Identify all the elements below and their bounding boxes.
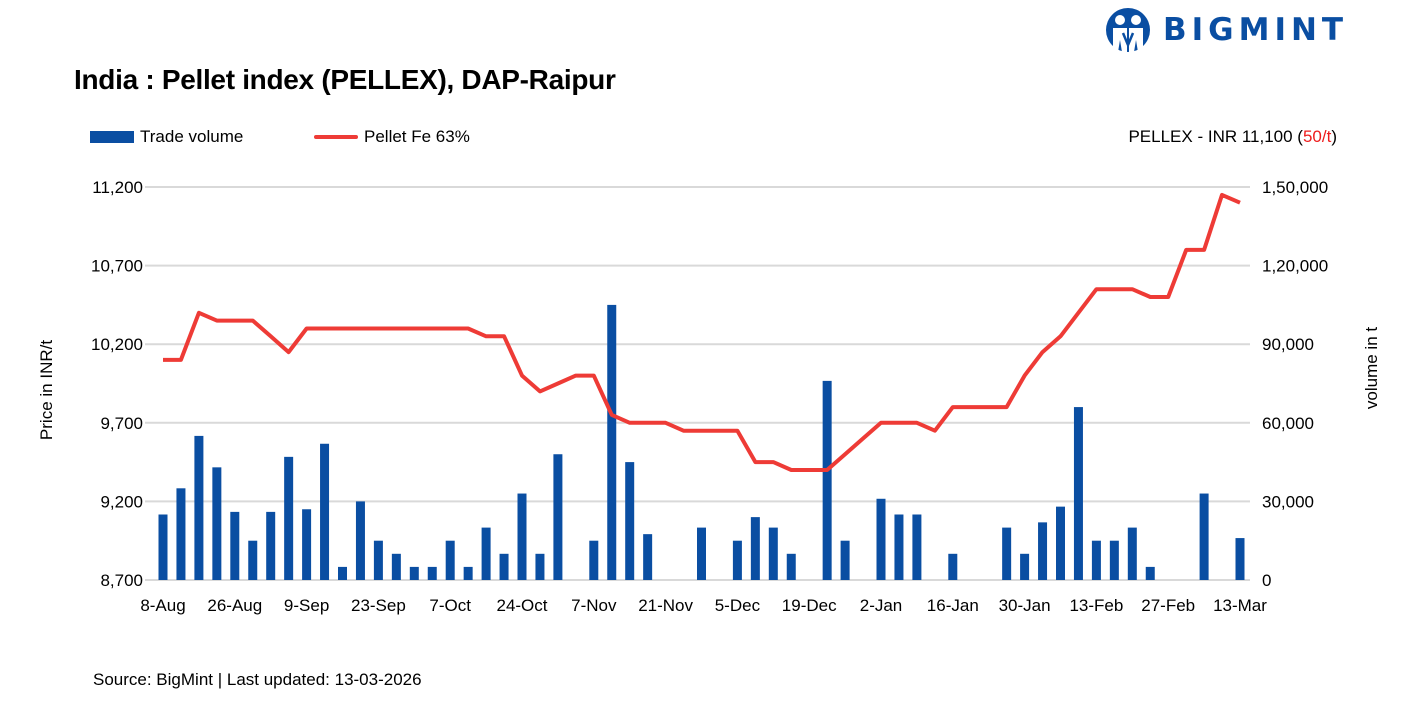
bar-trade-volume: [1038, 522, 1048, 580]
x-tick-label: 13-Feb: [1069, 596, 1123, 615]
bar-trade-volume: [230, 511, 240, 580]
bar-trade-volume: [1056, 506, 1065, 580]
bar-trade-volume: [266, 511, 276, 580]
bar-trade-volume: [786, 553, 796, 580]
bar-trade-volume: [1127, 527, 1137, 580]
bar-trade-volume: [894, 514, 904, 580]
y-right-tick-label: 60,000: [1262, 414, 1314, 433]
source-note: Source: BigMint | Last updated: 13-03-20…: [93, 670, 422, 689]
x-tick-label: 26-Aug: [207, 596, 262, 615]
bar-trade-volume: [427, 566, 437, 580]
index-note-value: PELLEX - INR 11,100 (: [1128, 127, 1303, 146]
bar-trade-volume: [840, 540, 850, 580]
bar-trade-volume: [607, 304, 617, 580]
chart-title: India : Pellet index (PELLEX), DAP-Raipu…: [74, 64, 616, 95]
bar-trade-volume: [876, 498, 886, 580]
bar-trade-volume: [732, 540, 742, 580]
bar-trade-volume: [1109, 540, 1119, 580]
x-tick-label: 2-Jan: [860, 596, 903, 615]
y-axis-right-label: volume in t: [1362, 327, 1381, 409]
bar-trade-volume: [481, 527, 491, 580]
y-left-tick-label: 8,700: [100, 571, 143, 590]
bar-trade-volume: [1235, 538, 1245, 580]
x-tick-label: 5-Dec: [715, 596, 761, 615]
bar-trade-volume: [535, 553, 545, 580]
series-line-pellet-fe63: [163, 192, 1241, 472]
bar-trade-volume: [302, 509, 312, 580]
index-note: PELLEX - INR 11,100 (50/t): [1128, 127, 1337, 147]
bar-trade-volume: [355, 501, 365, 580]
y-left-tick-label: 9,200: [100, 492, 143, 511]
y-left-tick-label: 11,200: [92, 178, 143, 197]
bar-trade-volume: [373, 540, 383, 580]
bar-trade-volume: [912, 514, 922, 580]
y-right-tick-label: 90,000: [1262, 335, 1314, 354]
bar-trade-volume: [499, 553, 509, 580]
bar-trade-volume: [176, 488, 186, 580]
y-right-tick-label: 0: [1262, 571, 1271, 590]
x-tick-label: 30-Jan: [999, 596, 1051, 615]
index-note-change: 50/t: [1302, 127, 1332, 146]
legend-label: Pellet Fe 63%: [364, 127, 470, 146]
x-tick-label: 24-Oct: [496, 596, 547, 615]
bar-trade-volume: [517, 493, 527, 580]
bar-trade-volume: [643, 534, 653, 580]
legend-item-pellet: Pellet Fe 63%: [314, 127, 470, 147]
y-axis-left-label: Price in INR/t: [37, 340, 56, 440]
index-note-suffix: ): [1331, 127, 1337, 146]
y-left-tick-label: 10,200: [91, 335, 143, 354]
bar-trade-volume: [194, 435, 204, 580]
bar-trade-volume: [589, 540, 599, 580]
bar-trade-volume: [320, 443, 330, 580]
logo-text: BIGMINT: [1163, 12, 1349, 48]
bar-trade-volume: [1091, 540, 1101, 580]
bar-trade-volume: [391, 553, 401, 580]
bar-trade-volume: [697, 527, 706, 580]
x-tick-label: 23-Sep: [351, 596, 406, 615]
bar-trade-volume: [463, 566, 473, 580]
bar-trade-volume: [212, 467, 222, 580]
x-tick-label: 27-Feb: [1141, 596, 1195, 615]
x-tick-label: 13-Mar: [1213, 596, 1267, 615]
bar-trade-volume: [553, 454, 563, 580]
legend-swatch-line: [314, 135, 358, 139]
logo-mark-icon: [1106, 8, 1150, 52]
bar-trade-volume: [248, 540, 258, 580]
bar-trade-volume: [1073, 407, 1083, 580]
y-right-tick-label: 1,50,000: [1262, 178, 1328, 197]
y-right-tick-label: 1,20,000: [1262, 257, 1328, 276]
bar-trade-volume: [1199, 493, 1209, 580]
bar-trade-volume: [445, 540, 455, 580]
bar-trade-volume: [625, 462, 635, 580]
x-tick-label: 7-Oct: [429, 596, 471, 615]
bar-trade-volume: [1145, 566, 1155, 580]
bar-trade-volume: [822, 380, 832, 580]
bar-trade-volume: [750, 517, 760, 580]
bar-trade-volume: [948, 553, 958, 580]
bar-trade-volume: [338, 566, 347, 580]
y-left-tick-label: 10,700: [91, 257, 143, 276]
bigmint-logo: BIGMINT: [1105, 7, 1348, 53]
bar-trade-volume: [409, 566, 419, 580]
bar-trade-volume: [1020, 553, 1030, 580]
y-left-tick-label: 9,700: [100, 414, 143, 433]
x-tick-label: 9-Sep: [284, 596, 329, 615]
x-tick-label: 19-Dec: [782, 596, 837, 615]
x-tick-label: 16-Jan: [927, 596, 979, 615]
x-tick-label: 8-Aug: [140, 596, 185, 615]
bar-trade-volume: [158, 514, 168, 580]
legend-label: Trade volume: [140, 127, 244, 146]
x-tick-label: 21-Nov: [638, 596, 693, 615]
bar-trade-volume: [284, 456, 294, 580]
bar-trade-volume: [1002, 527, 1012, 580]
legend-swatch-bar: [90, 131, 134, 143]
legend-item-trade-volume: Trade volume: [90, 127, 243, 147]
x-tick-label: 7-Nov: [571, 596, 617, 615]
bar-trade-volume: [768, 527, 778, 580]
y-right-tick-label: 30,000: [1262, 492, 1314, 511]
